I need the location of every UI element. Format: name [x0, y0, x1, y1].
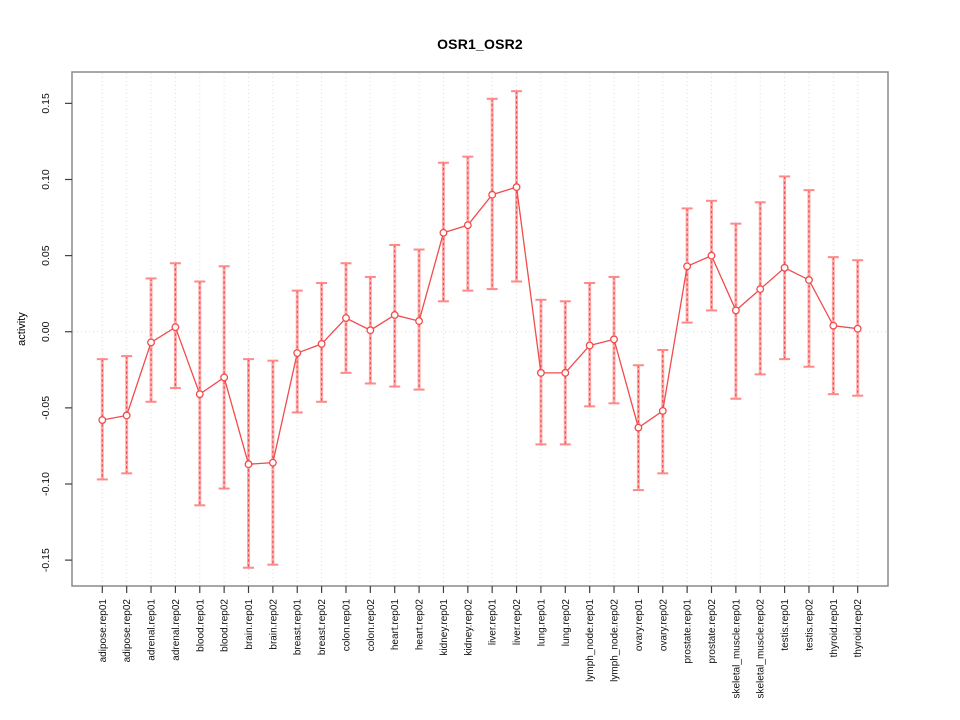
y-tick-label: -0.10 — [40, 472, 52, 496]
x-tick-label: adrenal.rep01 — [147, 599, 158, 661]
data-point-marker — [561, 368, 570, 377]
data-point-marker — [220, 373, 229, 382]
x-tick-label: skeletal_muscle.rep01 — [731, 599, 742, 699]
x-tick-label: skeletal_muscle.rep02 — [756, 599, 767, 699]
y-tick-label: 0.15 — [40, 93, 52, 114]
x-tick-label: heart.rep02 — [415, 599, 426, 651]
x-tick-label: colon.rep02 — [366, 599, 377, 652]
x-tick-label: lung.rep01 — [536, 599, 547, 647]
data-point-marker — [342, 314, 350, 322]
data-point-marker — [780, 263, 789, 272]
x-tick-label: testis.rep01 — [780, 599, 791, 651]
data-point-marker — [658, 406, 667, 415]
data-point-marker — [488, 190, 497, 199]
data-point-marker — [390, 311, 399, 319]
data-point-marker — [512, 183, 521, 192]
chart-title: OSR1_OSR2 — [437, 36, 523, 52]
data-point-marker — [585, 341, 594, 350]
data-point-marker — [463, 221, 472, 230]
x-tick-label: ovary.rep02 — [658, 599, 669, 652]
x-tick-label: adrenal.rep02 — [171, 599, 182, 661]
data-point-marker — [853, 324, 862, 333]
y-tick-label: -0.05 — [40, 396, 52, 420]
plot-border — [71, 71, 889, 587]
data-point-marker — [707, 251, 716, 260]
x-tick-label: testis.rep02 — [804, 599, 815, 651]
data-point-marker — [147, 338, 155, 347]
y-tick-label: 0.05 — [40, 245, 52, 266]
data-point-marker — [293, 349, 302, 358]
x-tick-label: blood.rep01 — [195, 599, 206, 652]
x-tick-label: blood.rep02 — [220, 599, 231, 652]
x-tick-label: heart.rep01 — [390, 599, 401, 651]
data-point-marker — [268, 458, 277, 467]
x-tick-label: prostate.rep01 — [683, 599, 694, 664]
x-tick-label: thyroid.rep01 — [829, 599, 840, 658]
x-tick-label: ovary.rep01 — [634, 599, 645, 652]
data-point-marker — [829, 321, 838, 330]
data-point-marker — [317, 339, 326, 348]
x-tick-label: prostate.rep02 — [707, 599, 718, 664]
x-tick-label: liver.rep02 — [512, 599, 523, 646]
x-tick-label: kidney.rep01 — [439, 599, 450, 656]
x-tick-label: colon.rep01 — [341, 599, 352, 652]
data-point-marker — [634, 423, 643, 432]
data-point-marker — [756, 285, 765, 294]
data-point-marker — [610, 335, 618, 344]
data-point-marker — [683, 262, 692, 271]
x-tick-label: adipose.rep02 — [122, 599, 133, 663]
data-point-marker — [171, 323, 180, 332]
x-tick-label: liver.rep01 — [488, 599, 499, 646]
data-point-marker — [244, 460, 253, 469]
data-point-marker — [98, 416, 107, 424]
x-tick-label: lymph_node.rep02 — [610, 599, 621, 682]
data-point-marker — [731, 306, 740, 315]
y-tick-label: -0.15 — [40, 548, 52, 572]
x-tick-label: brain.rep01 — [244, 599, 255, 650]
data-point-marker — [805, 276, 813, 284]
data-point-marker — [195, 390, 204, 399]
x-tick-label: adipose.rep01 — [98, 599, 109, 663]
x-tick-label: breast.rep02 — [317, 599, 328, 656]
y-tick-label: 0.10 — [40, 169, 52, 190]
data-point-marker — [439, 228, 448, 237]
y-tick-label: 0.00 — [40, 321, 52, 342]
data-point-marker — [415, 317, 424, 326]
x-tick-label: kidney.rep02 — [463, 599, 474, 656]
data-point-marker — [366, 326, 375, 335]
data-point-marker — [122, 411, 131, 420]
x-tick-label: brain.rep02 — [268, 599, 279, 650]
series-line — [102, 186, 858, 465]
x-tick-label: lymph_node.rep01 — [585, 599, 596, 682]
x-tick-label: lung.rep02 — [561, 599, 572, 647]
data-point-marker — [536, 368, 545, 377]
x-tick-label: thyroid.rep02 — [853, 599, 864, 658]
x-tick-label: breast.rep01 — [293, 599, 304, 656]
